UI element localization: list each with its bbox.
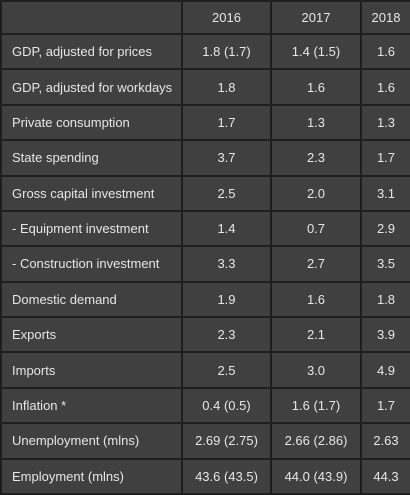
cell-value: 1.6 bbox=[272, 70, 360, 104]
cell-value: 1.7 bbox=[183, 105, 270, 140]
table-row: Unemployment (mlns) 2.69 (2.75) 2.66 (2.… bbox=[2, 424, 410, 458]
cell-value: 3.0 bbox=[272, 353, 360, 387]
row-label: GDP, adjusted for prices bbox=[2, 35, 181, 69]
table-row: State spending 3.7 2.3 1.7 bbox=[2, 141, 410, 175]
table-row: Inflation * 0.4 (0.5) 1.6 (1.7) 1.7 bbox=[2, 388, 410, 423]
cell-value: 0.7 bbox=[272, 211, 360, 246]
cell-value: 1.6 (1.7) bbox=[272, 388, 360, 423]
cell-value: 2.69 (2.75) bbox=[183, 424, 270, 458]
row-label: - Construction investment bbox=[2, 247, 181, 281]
row-label: Gross capital investment bbox=[2, 176, 181, 210]
table-row: Exports 2.3 2.1 3.9 bbox=[2, 318, 410, 352]
row-label: Unemployment (mlns) bbox=[2, 424, 181, 458]
cell-value: 3.7 bbox=[183, 141, 270, 175]
table-row: GDP, adjusted for workdays 1.8 1.6 1.6 bbox=[2, 70, 410, 104]
cell-value: 2.3 bbox=[272, 141, 360, 175]
row-label: Exports bbox=[2, 318, 181, 352]
row-label: Private consumption bbox=[2, 105, 181, 140]
cell-value: 1.6 bbox=[272, 282, 360, 316]
cell-value: 43.6 (43.5) bbox=[183, 459, 270, 493]
cell-value: 0.4 (0.5) bbox=[183, 388, 270, 423]
cell-value: 1.3 bbox=[362, 105, 410, 140]
column-header-blank bbox=[2, 2, 181, 33]
cell-value: 1.4 bbox=[183, 211, 270, 246]
row-label: GDP, adjusted for workdays bbox=[2, 70, 181, 104]
table-row: Domestic demand 1.9 1.6 1.8 bbox=[2, 282, 410, 316]
table-row: Imports 2.5 3.0 4.9 bbox=[2, 353, 410, 387]
cell-value: 1.7 bbox=[362, 141, 410, 175]
cell-value: 1.7 bbox=[362, 388, 410, 423]
cell-value: 2.0 bbox=[272, 176, 360, 210]
cell-value: 3.1 bbox=[362, 176, 410, 210]
cell-value: 3.3 bbox=[183, 247, 270, 281]
cell-value: 3.5 bbox=[362, 247, 410, 281]
cell-value: 2.66 (2.86) bbox=[272, 424, 360, 458]
table-row: Gross capital investment 2.5 2.0 3.1 bbox=[2, 176, 410, 210]
cell-value: 1.4 (1.5) bbox=[272, 35, 360, 69]
column-header-2017: 2017 bbox=[272, 2, 360, 33]
table-row: Private consumption 1.7 1.3 1.3 bbox=[2, 105, 410, 140]
cell-value: 44.3 bbox=[362, 459, 410, 493]
table-row: GDP, adjusted for prices 1.8 (1.7) 1.4 (… bbox=[2, 35, 410, 69]
row-label: Domestic demand bbox=[2, 282, 181, 316]
table-row: Employment (mlns) 43.6 (43.5) 44.0 (43.9… bbox=[2, 459, 410, 493]
cell-value: 2.9 bbox=[362, 211, 410, 246]
cell-value: 1.8 bbox=[183, 70, 270, 104]
row-label: State spending bbox=[2, 141, 181, 175]
cell-value: 2.1 bbox=[272, 318, 360, 352]
cell-value: 1.9 bbox=[183, 282, 270, 316]
cell-value: 2.5 bbox=[183, 176, 270, 210]
row-label: - Equipment investment bbox=[2, 211, 181, 246]
cell-value: 1.8 bbox=[362, 282, 410, 316]
table-row: - Construction investment 3.3 2.7 3.5 bbox=[2, 247, 410, 281]
cell-value: 1.3 bbox=[272, 105, 360, 140]
column-header-2018: 2018 bbox=[362, 2, 410, 33]
cell-value: 1.8 (1.7) bbox=[183, 35, 270, 69]
cell-value: 2.5 bbox=[183, 353, 270, 387]
cell-value: 2.63 bbox=[362, 424, 410, 458]
row-label: Employment (mlns) bbox=[2, 459, 181, 493]
cell-value: 2.3 bbox=[183, 318, 270, 352]
header-row: 2016 2017 2018 bbox=[2, 2, 410, 33]
row-label: Inflation * bbox=[2, 388, 181, 423]
cell-value: 3.9 bbox=[362, 318, 410, 352]
cell-value: 1.6 bbox=[362, 35, 410, 69]
row-label: Imports bbox=[2, 353, 181, 387]
cell-value: 1.6 bbox=[362, 70, 410, 104]
table-row: - Equipment investment 1.4 0.7 2.9 bbox=[2, 211, 410, 246]
column-header-2016: 2016 bbox=[183, 2, 270, 33]
cell-value: 4.9 bbox=[362, 353, 410, 387]
cell-value: 2.7 bbox=[272, 247, 360, 281]
cell-value: 44.0 (43.9) bbox=[272, 459, 360, 493]
